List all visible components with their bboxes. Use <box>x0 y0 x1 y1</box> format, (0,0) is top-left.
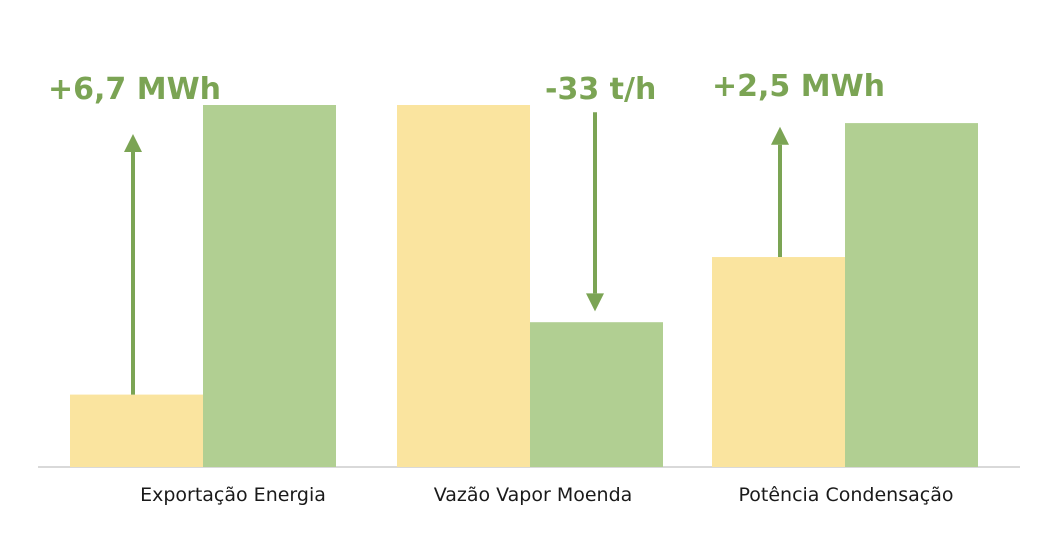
category-label: Exportação Energia <box>140 484 326 506</box>
delta-arrow <box>586 112 604 312</box>
delta-label: +6,7 MWh <box>48 72 221 107</box>
delta-label: -33 t/h <box>545 72 656 107</box>
delta-arrow <box>771 126 789 258</box>
bar-2-2 <box>530 322 663 467</box>
bar-2-1 <box>203 105 336 467</box>
delta-label: +2,5 MWh <box>712 69 885 104</box>
category-label: Potência Condensação <box>739 484 954 506</box>
bar-1-3 <box>712 257 845 467</box>
delta-arrow <box>124 133 142 395</box>
bar-1-1 <box>70 394 203 467</box>
bar-2-3 <box>845 123 978 467</box>
category-label: Vazão Vapor Moenda <box>434 484 633 506</box>
bar-1-2 <box>397 105 530 467</box>
